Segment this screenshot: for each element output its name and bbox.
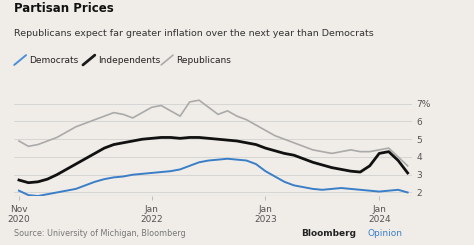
Text: Independents: Independents: [98, 56, 160, 64]
Text: Partisan Prices: Partisan Prices: [14, 2, 114, 15]
Text: Democrats: Democrats: [29, 56, 79, 64]
Text: Republicans: Republicans: [176, 56, 231, 64]
Text: Opinion: Opinion: [367, 229, 402, 238]
Text: Republicans expect far greater inflation over the next year than Democrats: Republicans expect far greater inflation…: [14, 29, 374, 38]
Text: Source: University of Michigan, Bloomberg: Source: University of Michigan, Bloomber…: [14, 229, 186, 238]
Text: Bloomberg: Bloomberg: [301, 229, 356, 238]
